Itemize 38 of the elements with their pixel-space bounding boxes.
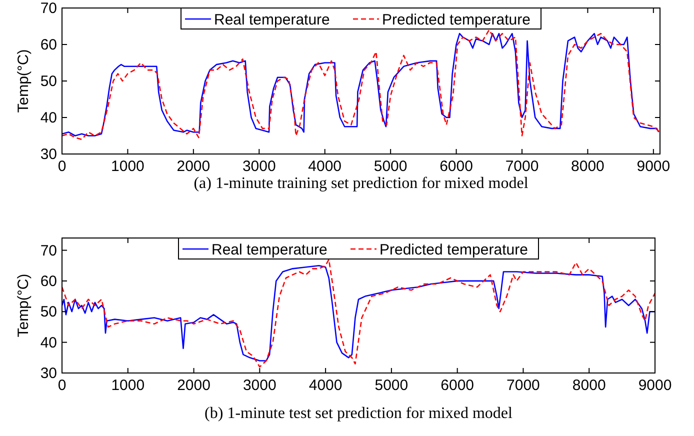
legend-label: Real temperature (212, 242, 328, 258)
x-tick-label: 1000 (111, 158, 144, 175)
x-tick-label: 1000 (111, 377, 145, 394)
x-tick-label: 0 (58, 377, 66, 394)
x-tick-label: 9000 (638, 377, 672, 394)
legend-label: Predicted temperature (380, 242, 528, 258)
y-tick-label: 30 (40, 146, 57, 163)
x-tick-label: 7000 (505, 158, 539, 175)
y-tick-label: 70 (40, 0, 57, 17)
x-tick-label: 4000 (308, 158, 342, 175)
x-tick-label: 6000 (440, 158, 473, 175)
text: (a) 1-minute training set prediction for mixed model (194, 175, 529, 192)
x-tick-label: 3000 (242, 377, 276, 394)
x-tick-label: 5000 (374, 158, 408, 175)
y-tick-label: 40 (40, 110, 57, 126)
x-tick-label: 2000 (177, 377, 210, 394)
x-tick-label: 7000 (506, 377, 540, 394)
y-axis-title: Temp(°C) (15, 49, 32, 113)
x-tick-label: 8000 (572, 377, 606, 394)
legend-label: Predicted temperature (382, 12, 530, 28)
y-axis-title: Temp(°C) (15, 274, 32, 338)
y-tick-label: 40 (40, 334, 57, 352)
y-tick-label: 30 (40, 365, 57, 382)
x-tick-label: 5000 (374, 377, 408, 394)
legend-label: Real temperature (214, 12, 330, 28)
x-tick-label: 9000 (636, 158, 670, 175)
y-tick-label: 60 (40, 36, 57, 54)
x-tick-label: 0 (58, 158, 66, 175)
y-tick-label: 50 (40, 73, 57, 90)
x-tick-label: 2000 (176, 158, 210, 175)
y-tick-label: 50 (40, 304, 57, 321)
y-tick-label: 60 (40, 272, 57, 290)
text: (b) 1-minute test set prediction for mixed model (204, 405, 514, 422)
x-tick-label: 8000 (571, 158, 604, 175)
y-tick-label: 70 (40, 242, 57, 260)
x-tick-label: 3000 (242, 158, 276, 175)
x-tick-label: 4000 (308, 377, 342, 394)
x-tick-label: 6000 (440, 377, 474, 394)
